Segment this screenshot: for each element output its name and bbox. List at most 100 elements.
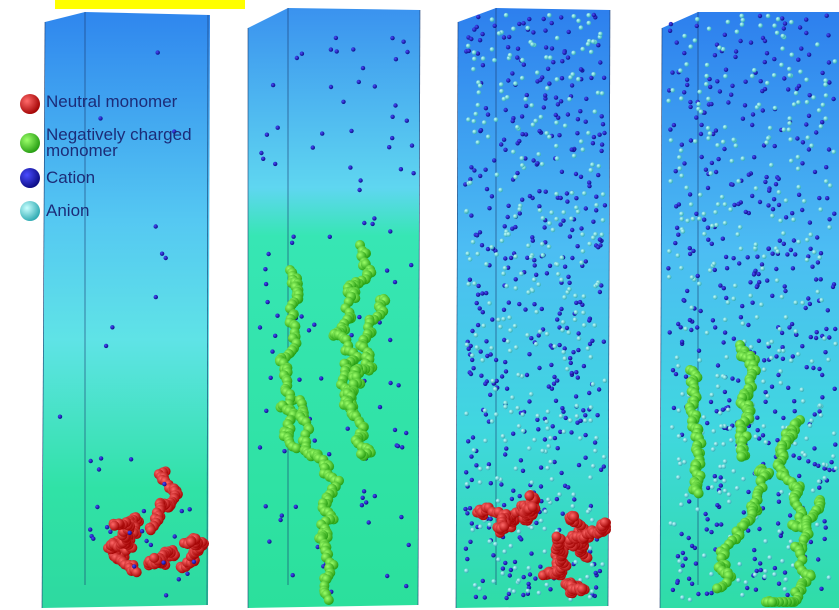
- particle: [587, 242, 592, 247]
- particle: [565, 199, 569, 203]
- legend-marker: [20, 168, 40, 188]
- particle: [555, 262, 560, 267]
- particle: [783, 21, 787, 25]
- particle: [588, 475, 593, 480]
- particle: [516, 47, 520, 51]
- particle: [88, 527, 92, 531]
- particle: [678, 68, 683, 73]
- particle: [547, 135, 552, 140]
- particle: [399, 515, 403, 519]
- particle: [677, 166, 682, 171]
- particle: [741, 18, 746, 23]
- particle: [556, 446, 560, 450]
- particle: [706, 186, 710, 190]
- particle: [810, 265, 814, 269]
- particle: [733, 284, 738, 289]
- particle: [149, 543, 153, 547]
- particle: [581, 311, 586, 316]
- particle: [724, 296, 728, 300]
- particle: [547, 81, 551, 85]
- particle: [730, 376, 734, 380]
- particle: [481, 63, 485, 67]
- particle: [793, 442, 798, 447]
- particle: [544, 45, 548, 49]
- particle: [534, 310, 539, 315]
- particle: [603, 378, 608, 383]
- particle: [677, 457, 682, 462]
- particle: [548, 264, 552, 268]
- particle: [297, 378, 301, 382]
- particle: [807, 147, 811, 151]
- particle: [513, 214, 518, 219]
- particle: [507, 300, 511, 304]
- particle: [683, 557, 687, 561]
- particle: [500, 374, 504, 378]
- particle: [520, 76, 525, 81]
- particle: [762, 254, 767, 259]
- particle: [772, 23, 777, 28]
- particle: [542, 17, 546, 21]
- particle: [822, 462, 827, 467]
- particle: [575, 131, 579, 135]
- particle: [596, 91, 601, 96]
- particle: [717, 45, 722, 50]
- particle: [532, 302, 536, 306]
- particle: [721, 140, 726, 145]
- particle: [699, 132, 703, 136]
- particle: [712, 583, 722, 593]
- particle: [468, 278, 472, 282]
- particle: [719, 522, 723, 526]
- particle: [578, 109, 582, 113]
- particle: [486, 466, 491, 471]
- particle: [543, 93, 547, 97]
- particle: [579, 419, 583, 423]
- particle: [530, 103, 535, 108]
- particle: [700, 155, 704, 159]
- particle: [674, 204, 678, 208]
- particle: [161, 560, 165, 564]
- particle: [498, 188, 503, 193]
- particle: [372, 216, 376, 220]
- particle: [825, 14, 829, 18]
- particle: [684, 493, 689, 498]
- particle: [747, 173, 751, 177]
- particle: [815, 330, 819, 334]
- particle: [528, 572, 532, 576]
- particle: [582, 191, 587, 196]
- particle: [779, 381, 784, 386]
- particle: [592, 323, 597, 328]
- particle: [772, 57, 776, 61]
- particle: [500, 571, 505, 576]
- particle: [679, 96, 684, 101]
- particle: [265, 133, 269, 137]
- particle: [513, 225, 517, 229]
- particle: [817, 479, 822, 484]
- figure: Neutral monomer Negatively charged monom…: [0, 0, 839, 610]
- particle: [486, 112, 490, 116]
- particle: [601, 218, 606, 223]
- particle: [600, 142, 604, 146]
- particle: [706, 486, 710, 490]
- particle: [724, 68, 728, 72]
- particle: [695, 507, 700, 512]
- particle: [780, 295, 785, 300]
- particle: [760, 89, 764, 93]
- particle: [823, 116, 828, 121]
- particle: [739, 14, 744, 19]
- particle: [506, 339, 511, 344]
- particle: [579, 175, 583, 179]
- particle: [555, 317, 559, 321]
- particle: [273, 334, 277, 338]
- particle: [693, 139, 698, 144]
- particle: [753, 557, 757, 561]
- particle: [522, 62, 526, 66]
- particle: [474, 333, 479, 338]
- particle: [724, 355, 729, 360]
- particle: [587, 318, 591, 322]
- particle: [180, 509, 184, 513]
- particle: [796, 100, 801, 105]
- particle: [58, 415, 62, 419]
- particle: [481, 324, 486, 329]
- particle: [816, 290, 821, 295]
- particle: [729, 438, 734, 443]
